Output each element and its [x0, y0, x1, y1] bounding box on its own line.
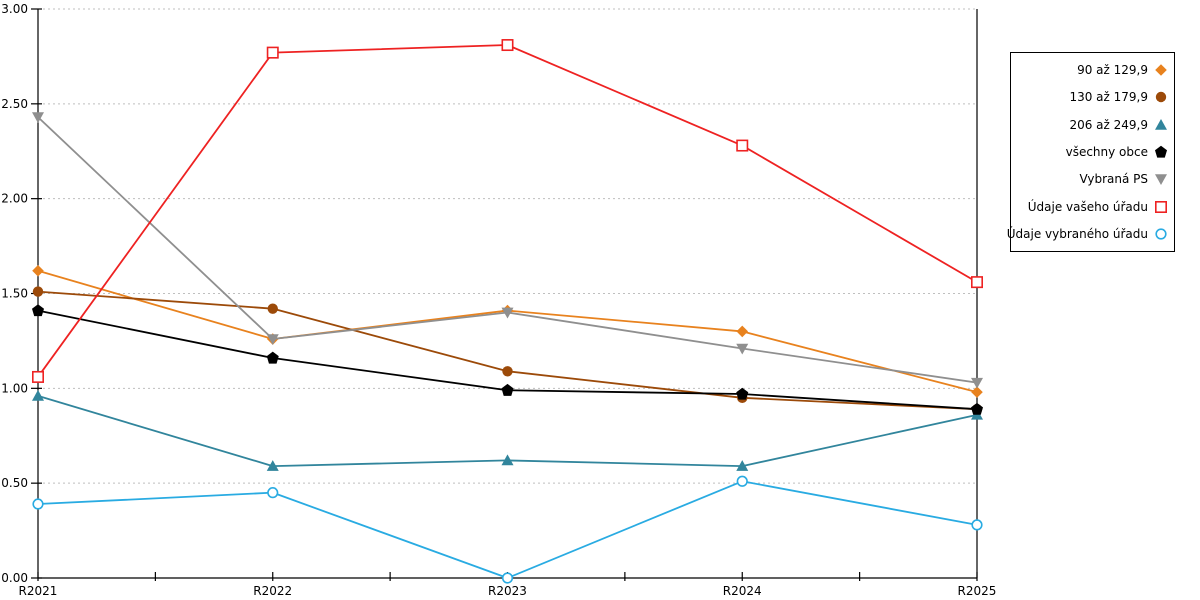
- x-tick-label: R2023: [488, 584, 527, 598]
- triangle-up-marker-icon: [32, 389, 44, 401]
- series-0: [32, 264, 983, 398]
- circle-marker-icon: [1155, 91, 1167, 103]
- y-tick-label: 1.00: [1, 381, 28, 395]
- triangle-down-marker-icon: [501, 307, 514, 319]
- pentagon-marker-icon: [971, 402, 983, 415]
- legend-item-label: 130 až 179,9: [1069, 90, 1148, 105]
- legend: 90 až 129,9 130 až 179,9 206 až 249,9 všech…: [1007, 52, 1175, 252]
- y-tick-label: 3.00: [1, 2, 28, 16]
- circle-marker-icon: [267, 303, 278, 314]
- diamond-marker-icon: [32, 264, 44, 277]
- legend-item-label: všechny obce: [1065, 144, 1148, 159]
- y-tick-label: 0.50: [1, 476, 28, 490]
- diamond-marker-icon: [1155, 63, 1167, 76]
- open-circle-marker-icon: [32, 498, 44, 510]
- x-tick-label: R2022: [253, 584, 292, 598]
- triangle-up-marker-icon: [266, 460, 279, 471]
- triangle-down-marker-icon: [1155, 174, 1167, 186]
- pentagon-marker-icon: [1155, 145, 1167, 158]
- axes: 0.00 0.50 1.00 1.50 2.00 2.50 3.00 R2021 R2022 R2…: [1, 2, 996, 598]
- legend-marker-icon: [1155, 118, 1167, 130]
- y-tick-label: 2.00: [1, 192, 28, 206]
- open-square-marker-icon: [736, 139, 749, 152]
- triangle-down-marker-icon: [736, 343, 749, 355]
- legend-item: Údaje vašeho úřadu: [1014, 199, 1169, 215]
- legend-marker-icon: [1154, 200, 1167, 213]
- open-circle-marker-icon: [501, 572, 514, 584]
- triangle-up-marker-icon: [1155, 118, 1167, 130]
- triangle-down-marker-icon: [266, 334, 279, 346]
- triangle-down-marker-icon: [32, 112, 44, 124]
- legend-item-label: 206 až 249,9: [1069, 117, 1148, 132]
- legend-marker-icon: [1155, 174, 1167, 186]
- open-circle-marker-icon: [1155, 228, 1167, 240]
- pentagon-marker-icon: [736, 387, 749, 400]
- legend-item: Vybraná PS: [1014, 171, 1169, 187]
- open-circle-marker-icon: [971, 519, 983, 531]
- gridlines: [38, 8, 977, 484]
- open-square-marker-icon: [1154, 200, 1167, 213]
- legend-item: 90 až 129,9: [1014, 62, 1169, 78]
- series-3: [32, 304, 983, 415]
- y-tick-label: 2.50: [1, 97, 28, 111]
- series-line: [37, 44, 978, 378]
- triangle-up-marker-icon: [501, 454, 514, 466]
- open-circle-marker-icon: [736, 475, 748, 487]
- open-square-marker-icon: [501, 39, 514, 52]
- diamond-marker-icon: [971, 386, 983, 398]
- y-tick-label: 1.50: [1, 287, 28, 301]
- series-line: [37, 480, 978, 579]
- open-square-marker-icon: [970, 276, 983, 289]
- pentagon-marker-icon: [32, 304, 44, 317]
- y-tick-label: 0.00: [1, 571, 28, 585]
- series-5: [31, 39, 983, 383]
- diamond-marker-icon: [736, 325, 749, 338]
- series-4: [32, 112, 983, 389]
- legend-marker-icon: [1155, 63, 1167, 76]
- open-square-marker-icon: [266, 46, 279, 59]
- x-tick-label: R2024: [723, 584, 762, 598]
- circle-marker-icon: [502, 366, 513, 377]
- triangle-down-marker-icon: [971, 377, 983, 389]
- series-line: [37, 116, 978, 384]
- open-circle-marker-icon: [267, 487, 279, 499]
- legend-item-label: Údaje vašeho úřadu: [1027, 199, 1148, 214]
- circle-marker-icon: [32, 286, 44, 297]
- triangle-up-marker-icon: [736, 460, 749, 471]
- legend-marker-icon: [1155, 228, 1167, 240]
- legend-item: všechny obce: [1014, 144, 1169, 160]
- pentagon-marker-icon: [501, 383, 514, 396]
- legend-item: 206 až 249,9: [1014, 117, 1169, 133]
- legend-marker-icon: [1155, 91, 1167, 103]
- x-tick-label: R2025: [958, 584, 997, 598]
- legend-item: 130 až 179,9: [1014, 89, 1169, 105]
- series-6: [32, 475, 983, 584]
- x-tick-label: R2021: [19, 584, 58, 598]
- open-square-marker-icon: [31, 370, 44, 383]
- legend-item-label: Vybraná PS: [1079, 172, 1148, 187]
- legend-item-label: Údaje vybraného úřadu: [1006, 227, 1148, 242]
- legend-item: Údaje vybraného úřadu: [1007, 226, 1169, 242]
- legend-item-label: 90 až 129,9: [1077, 62, 1148, 77]
- pentagon-marker-icon: [266, 351, 279, 364]
- legend-marker-icon: [1155, 145, 1167, 158]
